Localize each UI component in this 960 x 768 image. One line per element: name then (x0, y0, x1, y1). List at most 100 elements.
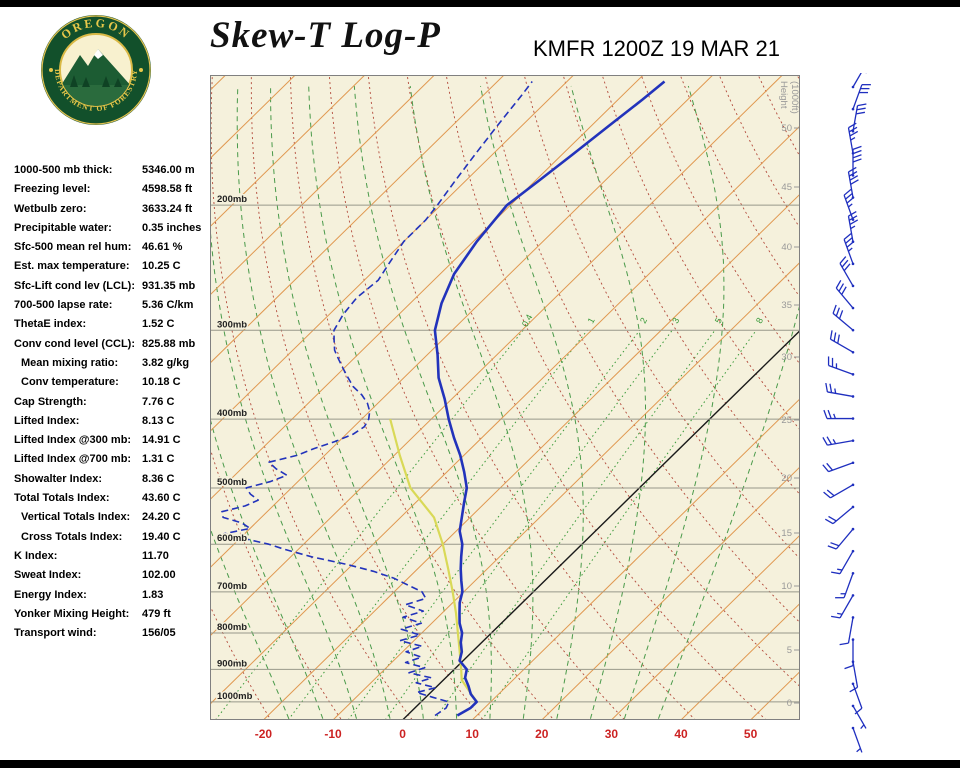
height-tick-label: 50 (781, 123, 792, 134)
pressure-label: 500mb (217, 477, 247, 488)
index-row: Lifted Index @700 mb: 1.31 C (14, 453, 214, 472)
index-value: 825.88 mb (142, 337, 196, 350)
wind-barb (823, 483, 855, 499)
index-label: Showalter Index: (14, 472, 103, 485)
index-value: 10.18 C (142, 376, 181, 389)
index-value: 102.00 (142, 569, 176, 582)
index-label: Vertical Totals Index: (21, 511, 131, 524)
height-tick-label: 20 (781, 473, 792, 484)
wind-barb (827, 527, 855, 550)
temperature-tick-label: 30 (605, 727, 619, 741)
index-value: 10.25 C (142, 260, 181, 273)
index-row: Yonker Mixing Height: 479 ft (14, 608, 214, 627)
moist-adiabat-lines (210, 85, 800, 719)
index-value: 19.40 C (142, 530, 181, 543)
page-title: Skew-T Log-P (210, 15, 441, 56)
index-value: 11.70 (142, 549, 169, 562)
index-row: 1000-500 mb thick: 5346.00 m (14, 164, 214, 183)
wind-barbs (822, 63, 875, 753)
pressure-label: 1000mb (217, 691, 253, 702)
temperature-tick-label: -10 (324, 727, 342, 741)
wind-barb-svg (822, 63, 875, 753)
index-row: Cross Totals Index: 19.40 C (14, 531, 214, 550)
pressure-labels: 200mb 300mb 400mb 500mb 600mb 700mb 800mb 900mb… (216, 193, 255, 704)
wind-barb (851, 84, 871, 111)
index-row: Sfc-500 mean rel hum: 46.61 % (14, 241, 214, 260)
skewt-chart-svg: 200mb 300mb 400mb 500mb 600mb 700mb 800mb 900mb… (210, 75, 800, 741)
index-row: ThetaE index: 1.52 C (14, 318, 214, 337)
index-value: 14.91 C (142, 434, 181, 447)
index-row: Total Totals Index: 43.60 C (14, 492, 214, 511)
index-value: 3.82 g/kg (142, 356, 190, 369)
index-row: Lifted Index: 8.13 C (14, 415, 214, 434)
bottom-border-bar (0, 760, 960, 768)
pressure-label: 400mb (217, 408, 247, 419)
station-id-line: KMFR 1200Z 19 MAR 21 (533, 36, 780, 61)
height-tick-label: 0 (787, 698, 792, 709)
index-value: 931.35 mb (142, 279, 196, 292)
temperature-tick-label: 40 (674, 727, 688, 741)
index-row: Conv cond level (CCL): 825.88 mb (14, 338, 214, 357)
index-row: Sfc-Lift cond lev (LCL): 931.35 mb (14, 280, 214, 299)
temperature-tick-label: 10 (466, 727, 480, 741)
index-label: Conv temperature: (21, 376, 119, 389)
index-row: Lifted Index @300 mb: 14.91 C (14, 434, 214, 453)
index-value: 24.20 C (142, 511, 181, 524)
wind-barb (823, 409, 855, 420)
wind-barb (827, 356, 855, 376)
logo-mountain-scene (60, 49, 132, 106)
height-tick-label: 40 (781, 242, 792, 253)
height-tick-label: 25 (781, 415, 792, 426)
mixing-ratio-label: 3 (670, 316, 681, 325)
wind-barb (831, 594, 855, 619)
isobar-lines (210, 204, 800, 703)
index-label: K Index: (14, 549, 58, 562)
index-value: 8.13 C (142, 414, 175, 427)
height-tick-label: 10 (781, 581, 792, 592)
index-label: Precipitable water: (14, 221, 112, 234)
wind-barb (832, 304, 855, 332)
index-label: Energy Index: (14, 588, 87, 601)
index-label: Sweat Index: (14, 569, 82, 582)
zero-isotherm-line (402, 329, 800, 720)
wind-barb (824, 505, 855, 525)
top-border-bar (0, 0, 960, 7)
chart-background (210, 75, 800, 720)
height-tick-label: 15 (781, 528, 792, 539)
pressure-label: 700mb (217, 581, 247, 592)
pressure-label: 900mb (217, 658, 247, 669)
index-row: K Index: 11.70 (14, 550, 214, 569)
index-value: 46.61 % (142, 241, 183, 254)
mixing-ratio-label: 8 (754, 316, 765, 325)
index-row: Conv temperature: 10.18 C (14, 376, 214, 395)
index-row: 700-500 lapse rate: 5.36 C/km (14, 299, 214, 318)
index-row: Est. max temperature: 10.25 C (14, 260, 214, 279)
wind-barb (849, 660, 859, 693)
wind-barb (822, 436, 855, 446)
index-row: Cap Strength: 7.76 C (14, 396, 214, 415)
index-label: ThetaE index: (14, 318, 87, 331)
index-value: 8.36 C (142, 472, 175, 485)
height-tick-label: 5 (787, 645, 792, 656)
temperature-tick-label: 50 (744, 727, 758, 741)
index-label: 700-500 lapse rate: (14, 299, 113, 312)
index-label: Cross Totals Index: (21, 530, 123, 543)
index-label: Transport wind: (14, 627, 97, 640)
height-axis-title: Height (778, 81, 789, 109)
chart-frame (210, 75, 800, 720)
wind-barb (825, 382, 855, 398)
index-label: Yonker Mixing Height: (14, 607, 130, 620)
index-label: Conv cond level (CCL): (14, 337, 136, 350)
index-value: 1.83 (142, 588, 164, 601)
index-label: Freezing level: (14, 183, 91, 196)
index-row: Precipitable water: 0.35 inches (14, 222, 214, 241)
index-row: Mean mixing ratio: 3.82 g/kg (14, 357, 214, 376)
index-row: Freezing level: 4598.58 ft (14, 183, 214, 202)
index-label: Wetbulb zero: (14, 202, 87, 215)
index-row: Showalter Index: 8.36 C (14, 473, 214, 492)
wind-barb (851, 704, 867, 730)
index-label: Mean mixing ratio: (21, 356, 119, 369)
pressure-label: 800mb (217, 622, 247, 633)
index-value: 0.35 inches (142, 221, 202, 234)
